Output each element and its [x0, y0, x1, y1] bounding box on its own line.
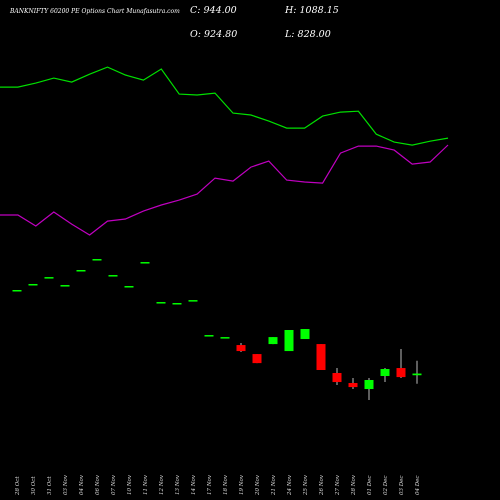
x-tick-label: 04 Nov — [79, 474, 85, 495]
candle-body — [268, 337, 278, 345]
candle-body — [332, 373, 342, 383]
low-info: L: 828.00 — [284, 29, 331, 40]
candle-body — [316, 344, 326, 370]
x-tick-label: 20 Nov — [255, 474, 261, 496]
candle-body — [412, 373, 422, 376]
candle-body — [44, 277, 54, 279]
x-tick-label: 31 Oct — [47, 476, 53, 495]
x-tick-label: 03 Dec — [399, 476, 405, 496]
indicator-line — [0, 144, 449, 236]
x-tick-label: 30 Oct — [31, 476, 37, 495]
x-tick-label: 01 Dec — [367, 476, 373, 496]
x-tick-label: 13 Nov — [175, 474, 181, 495]
x-tick-label: 10 Nov — [127, 474, 133, 495]
x-tick-label: 27 Nov — [335, 474, 341, 496]
candle-body — [236, 345, 246, 352]
x-tick-label: 28 Nov — [351, 474, 357, 496]
x-tick-label: 18 Nov — [223, 474, 229, 495]
candle-body — [284, 330, 294, 352]
candle-body — [380, 369, 390, 377]
candle-body — [396, 368, 406, 378]
x-tick-label: 21 Nov — [271, 474, 277, 496]
candle-body — [300, 329, 310, 340]
x-tick-label: 14 Nov — [191, 474, 197, 495]
x-tick-label: 02 Dec — [383, 476, 389, 496]
candle-body — [76, 270, 86, 272]
x-tick-label: 26 Nov — [319, 474, 325, 496]
indicator-line — [0, 66, 449, 146]
candle-body — [220, 337, 230, 339]
x-tick-label: 19 Nov — [239, 474, 245, 495]
x-tick-label: 04 Dec — [415, 476, 421, 496]
open-info: O: 924.80 — [190, 29, 237, 40]
x-tick-label: 17 Nov — [207, 474, 213, 495]
candle-body — [252, 354, 262, 364]
candle-body — [348, 383, 358, 388]
candle-body — [156, 302, 166, 304]
candle-body — [92, 259, 102, 261]
candle-body — [188, 300, 198, 302]
high-info: H: 1088.15 — [284, 5, 339, 16]
x-tick-label: 28 Oct — [15, 476, 21, 496]
candle-body — [12, 290, 22, 292]
x-tick-label: 07 Nov — [111, 474, 117, 495]
candle-body — [124, 286, 134, 288]
close-info: C: 944.00 — [190, 5, 237, 16]
candle-body — [28, 283, 38, 286]
x-tick-label: 12 Nov — [159, 474, 165, 495]
candle-body — [204, 335, 214, 337]
candle-body — [140, 262, 150, 264]
x-tick-label: 11 Nov — [143, 474, 149, 495]
x-tick-label: 06 Nov — [95, 474, 101, 495]
candle-body — [60, 285, 70, 287]
candle-body — [172, 303, 182, 305]
chart-title: BANKNIFTY 60200 PE Options Chart Munafas… — [9, 8, 180, 15]
candle-body — [108, 275, 118, 277]
x-tick-label: 03 Nov — [63, 474, 69, 495]
x-tick-label: 24 Nov — [287, 474, 293, 496]
candle-body — [364, 380, 374, 390]
x-tick-label: 25 Nov — [303, 474, 309, 496]
